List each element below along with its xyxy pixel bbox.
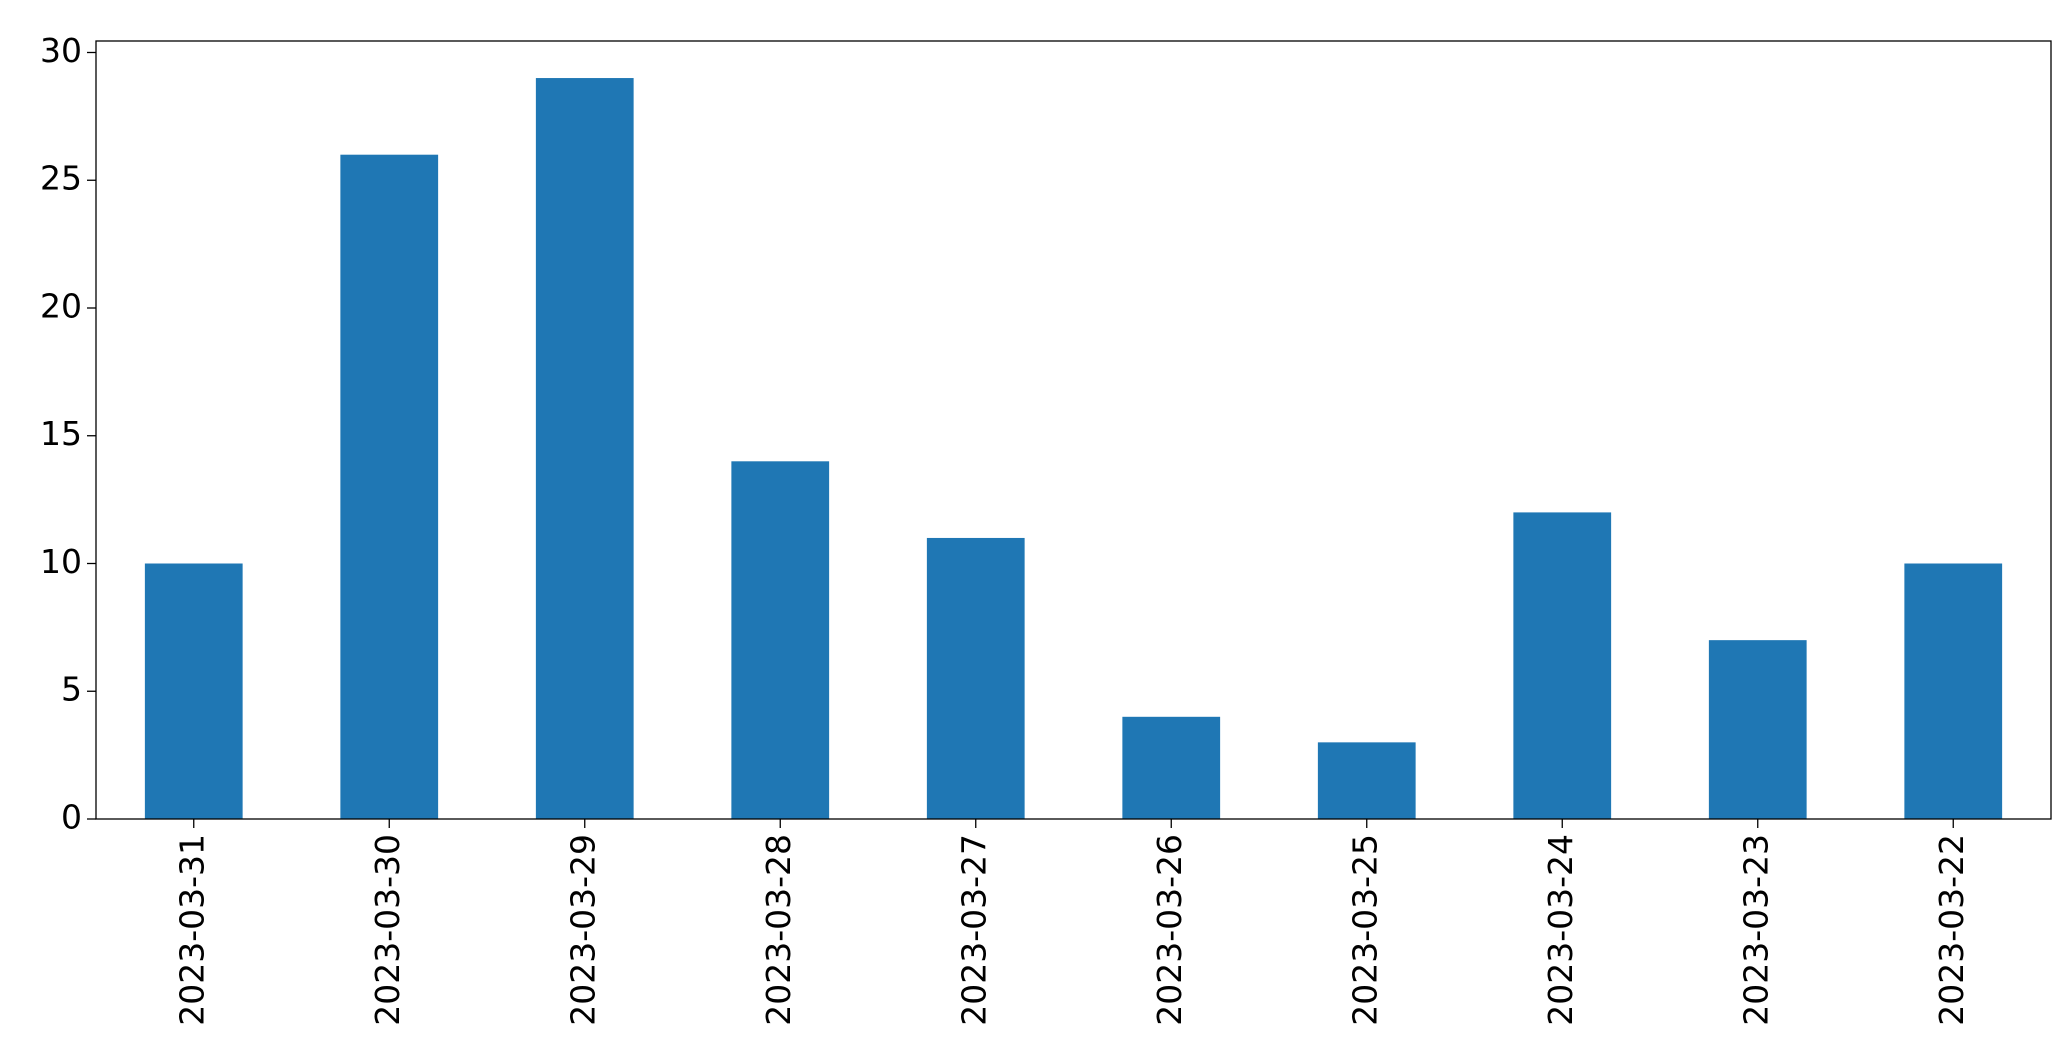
bar: [1708, 640, 1807, 819]
y-tick-label: 10: [40, 542, 82, 581]
x-tick-label: 2023-03-22: [1932, 834, 1971, 1026]
x-tick-label: 2023-03-25: [1345, 834, 1384, 1026]
y-tick-label: 30: [40, 31, 82, 70]
bar: [1122, 716, 1221, 819]
x-tick-label: 2023-03-29: [563, 834, 602, 1026]
x-tick-label: 2023-03-28: [759, 834, 798, 1026]
y-tick-label: 20: [40, 286, 82, 325]
x-tick-label: 2023-03-31: [172, 834, 211, 1026]
bar: [535, 78, 634, 820]
bar: [340, 154, 439, 819]
bar: [1513, 512, 1612, 819]
bar: [1317, 742, 1416, 819]
plot-frame: [95, 40, 2052, 820]
x-tick-label: 2023-03-26: [1150, 834, 1189, 1026]
x-tick-label: 2023-03-30: [368, 834, 407, 1026]
x-tick-label: 2023-03-27: [954, 834, 993, 1026]
bar: [926, 537, 1025, 819]
bar: [1904, 563, 2003, 819]
bar: [731, 461, 830, 819]
y-tick-label: 25: [40, 159, 82, 198]
x-tick-label: 2023-03-24: [1541, 834, 1580, 1026]
x-tick-label: 2023-03-23: [1736, 834, 1775, 1026]
bar: [144, 563, 243, 819]
y-tick-label: 15: [40, 414, 82, 453]
y-tick-label: 5: [61, 670, 82, 709]
y-tick-label: 0: [61, 798, 82, 837]
